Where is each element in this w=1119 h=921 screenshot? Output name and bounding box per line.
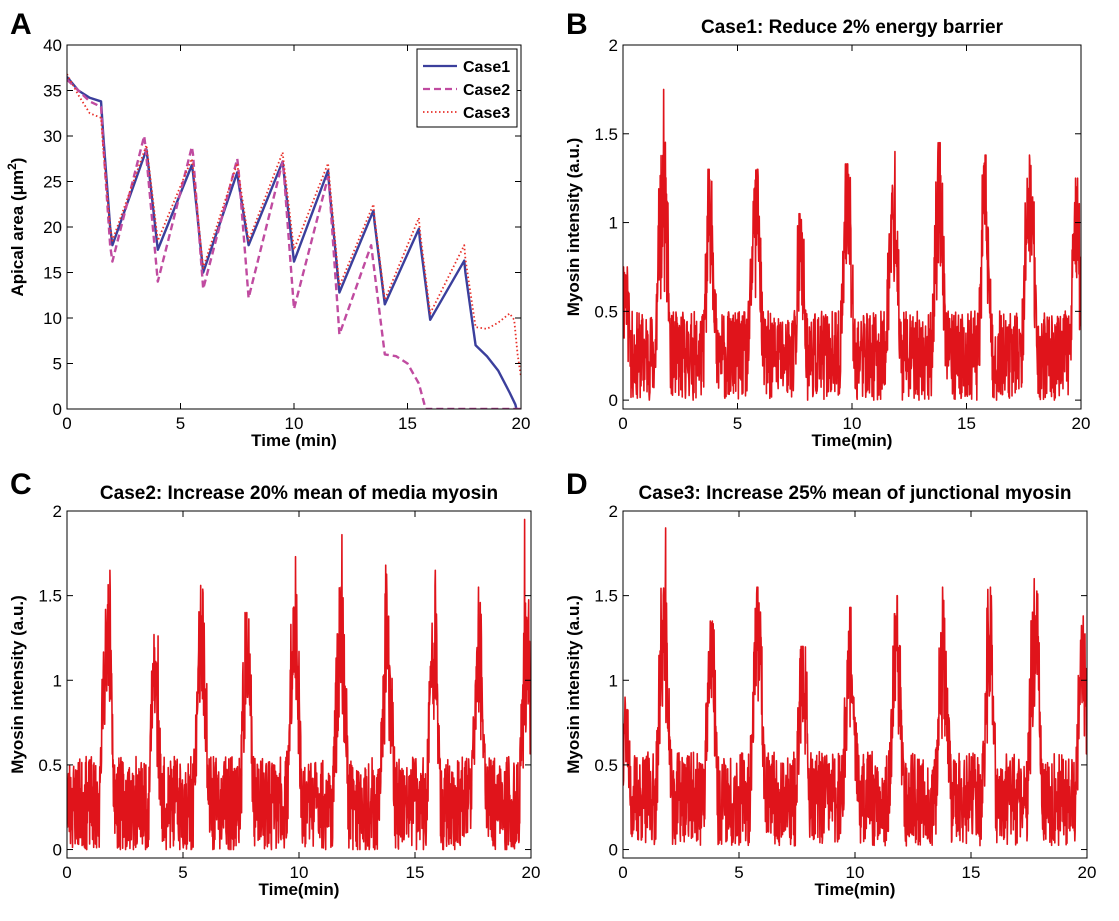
y-tick-label: 1 <box>609 214 618 233</box>
x-tick-label: 20 <box>1078 863 1097 882</box>
x-tick-label: 10 <box>843 414 862 433</box>
y-axis-label: Apical area (μm2) <box>5 158 27 297</box>
panel-letter-d: D <box>566 468 588 501</box>
legend: Case1 Case2 Case3 <box>416 48 518 128</box>
y-tick-label: 25 <box>43 173 62 192</box>
y-tick-label: 0 <box>53 841 62 860</box>
x-tick-label: 10 <box>285 414 304 433</box>
y-tick-label: 1.5 <box>38 587 62 606</box>
y-axis-label-superscript: 2 <box>5 163 19 170</box>
legend-label-case2: Case2 <box>463 82 510 99</box>
x-tick-label: 15 <box>398 414 417 433</box>
series-line <box>623 527 1087 847</box>
x-axis-label: Time(min) <box>259 880 340 899</box>
panel-title: Case1: Reduce 2% energy barrier <box>701 17 1004 38</box>
y-tick-label: 1 <box>609 671 618 690</box>
y-tick-label: 40 <box>43 36 62 55</box>
series-line <box>623 88 1081 401</box>
x-tick-label: 20 <box>522 863 541 882</box>
y-tick-label: 1.5 <box>594 587 618 606</box>
y-tick-label: 5 <box>53 355 62 374</box>
legend-label-case3: Case3 <box>463 105 510 122</box>
y-tick-label: 2 <box>609 36 618 55</box>
y-tick-label: 0.5 <box>594 302 618 321</box>
y-tick-label: 30 <box>43 127 62 146</box>
panel-a: A 0 5 10 15 20 0 5 10 15 20 25 30 35 40 Time (min) Apica… <box>5 8 530 450</box>
legend-box <box>416 48 518 128</box>
y-tick-label: 0.5 <box>594 756 618 775</box>
x-tick-label: 10 <box>846 863 865 882</box>
panel-title: Case3: Increase 25% mean of junctional m… <box>639 483 1072 504</box>
x-tick-label: 15 <box>962 863 981 882</box>
y-axis-label: Myosin intensity (a.u.) <box>564 138 583 317</box>
x-tick-label: 0 <box>62 414 71 433</box>
x-tick-label: 20 <box>1072 414 1091 433</box>
x-tick-label: 15 <box>957 414 976 433</box>
y-tick-label: 0 <box>609 841 618 860</box>
y-tick-label: 10 <box>43 309 62 328</box>
x-axis-label: Time(min) <box>812 431 893 450</box>
x-tick-label: 5 <box>178 863 187 882</box>
series-group <box>623 527 1087 847</box>
panel-letter-a: A <box>10 8 32 41</box>
panel-letter-c: C <box>10 468 32 501</box>
series-group <box>623 88 1081 401</box>
series-group <box>67 73 521 409</box>
panel-d: D Case3: Increase 25% mean of junctional … <box>564 468 1096 899</box>
y-tick-label: 1 <box>53 671 62 690</box>
panel-title: Case2: Increase 20% mean of media myosin <box>100 483 498 504</box>
y-axis-label: Myosin intensity (a.u.) <box>564 595 583 774</box>
panel-c: C Case2: Increase 20% mean of media myosi… <box>8 468 540 899</box>
y-tick-label: 2 <box>53 502 62 521</box>
x-tick-label: 5 <box>176 414 185 433</box>
x-tick-label: 0 <box>618 414 627 433</box>
x-tick-label: 5 <box>733 414 742 433</box>
x-tick-label: 20 <box>512 414 531 433</box>
series-group <box>67 518 531 851</box>
y-tick-label: 0 <box>53 400 62 419</box>
y-tick-label: 15 <box>43 264 62 283</box>
y-axis-label: Myosin intensity (a.u.) <box>8 595 27 774</box>
x-axis-label: Time (min) <box>251 431 337 450</box>
x-tick-label: 5 <box>734 863 743 882</box>
series-line-case1 <box>67 76 518 409</box>
series-line <box>67 518 531 851</box>
y-tick-label: 0 <box>609 391 618 410</box>
panel-letter-b: B <box>566 8 588 41</box>
x-tick-label: 0 <box>62 863 71 882</box>
series-line-case3 <box>67 73 521 378</box>
y-tick-label: 20 <box>43 218 62 237</box>
y-tick-label: 1.5 <box>594 125 618 144</box>
y-tick-label: 0.5 <box>38 756 62 775</box>
y-tick-label: 35 <box>43 82 62 101</box>
y-axis-label-end: ) <box>8 158 27 164</box>
x-tick-label: 0 <box>618 863 627 882</box>
x-tick-label: 10 <box>290 863 309 882</box>
x-tick-label: 15 <box>406 863 425 882</box>
legend-label-case1: Case1 <box>463 59 510 76</box>
y-tick-label: 2 <box>609 502 618 521</box>
series-line-case2 <box>67 78 521 409</box>
x-axis-label: Time(min) <box>815 880 896 899</box>
